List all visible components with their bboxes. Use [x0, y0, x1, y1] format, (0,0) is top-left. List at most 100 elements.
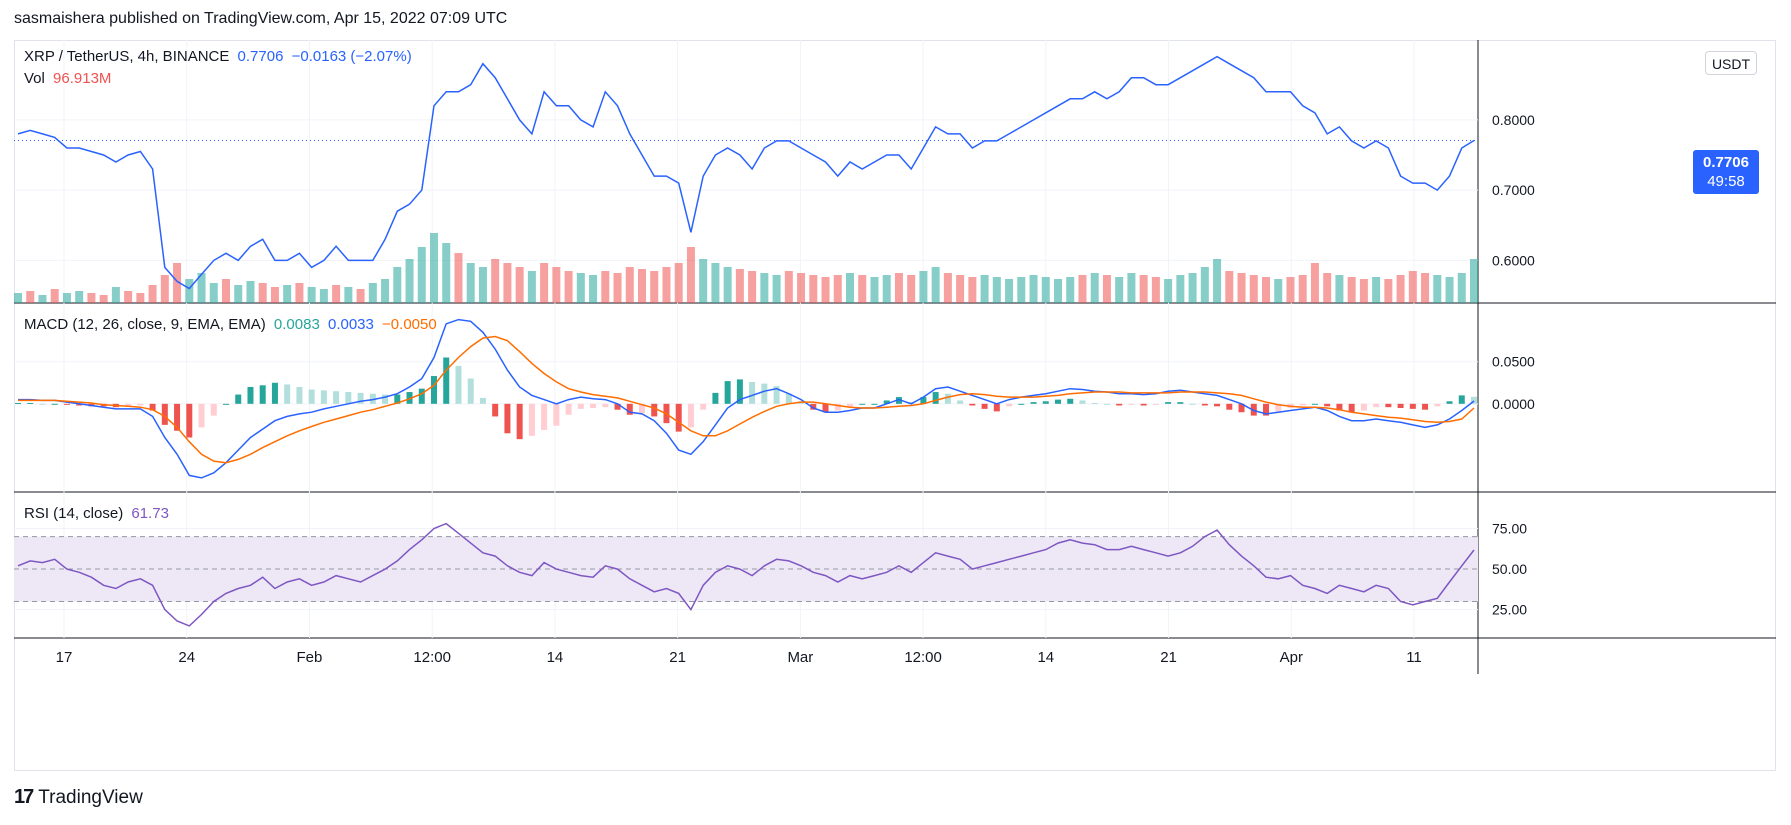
macd-histogram-bar	[210, 403, 217, 416]
macd-histogram-bar	[1079, 400, 1086, 404]
volume-bar	[882, 275, 891, 303]
volume-bar	[809, 275, 818, 303]
x-tick-label: 12:00	[413, 649, 451, 666]
macd-label[interactable]: MACD (12, 26, close, 9, EMA, EMA)	[24, 316, 266, 333]
volume-bar	[87, 293, 96, 303]
footer-brand[interactable]: 17 TradingView	[14, 786, 143, 809]
macd-histogram-bar	[479, 397, 486, 404]
tradingview-logo-icon: 17	[14, 786, 34, 808]
volume-bar	[430, 233, 438, 303]
macd-histogram-bar	[1360, 403, 1367, 411]
volume-bar	[454, 253, 463, 303]
volume-bar	[442, 243, 451, 303]
volume-bar	[26, 291, 35, 303]
macd-histogram-bar	[345, 392, 352, 404]
volume-bar	[699, 259, 708, 303]
macd-line	[18, 318, 1475, 479]
currency-badge[interactable]: USDT	[1705, 51, 1757, 75]
rsi-value: 61.73	[131, 505, 169, 522]
volume-bar	[503, 263, 512, 303]
volume-bar	[662, 267, 671, 303]
macd-histogram-bar	[944, 393, 951, 404]
volume-bar	[62, 293, 71, 303]
macd-histogram-bar	[1201, 403, 1208, 406]
x-tick-label: 11	[1406, 649, 1422, 666]
volume-bar	[1102, 275, 1111, 303]
symbol-label[interactable]: XRP / TetherUS, 4h, BINANCE	[24, 48, 230, 65]
volume-bar	[124, 291, 133, 303]
macd-histogram-bar	[27, 402, 34, 404]
macd-signal-value: −0.0050	[382, 316, 437, 333]
volume-bar	[1274, 279, 1283, 303]
publisher-line: sasmaishera published on TradingView.com…	[14, 10, 508, 27]
macd-histogram-bar	[1128, 403, 1135, 405]
volume-bar	[589, 275, 598, 303]
volume-bar	[234, 285, 243, 303]
macd-histogram-bar	[651, 403, 658, 417]
macd-histogram-bar	[761, 383, 768, 404]
price-series-line	[17, 55, 1475, 290]
volume-bar	[283, 285, 292, 303]
volume-bar	[1237, 273, 1246, 303]
volume-bar	[1421, 273, 1430, 303]
macd-histogram-bar	[271, 382, 278, 404]
volume-bar	[943, 273, 952, 303]
change-value: −0.0163 (−2.07%)	[291, 48, 412, 65]
volume-bar	[870, 277, 879, 303]
macd-histogram-bar	[369, 393, 376, 404]
volume-label[interactable]: Vol	[24, 70, 45, 87]
macd-histogram-bar	[773, 386, 780, 404]
volume-bar	[1005, 279, 1014, 303]
macd-histogram-bar	[883, 400, 890, 404]
macd-histogram-bar	[382, 394, 389, 404]
macd-histogram-bar	[675, 403, 682, 432]
volume-bar	[1286, 277, 1295, 303]
volume-bar	[772, 275, 781, 303]
volume-bar	[1139, 275, 1148, 303]
macd-histogram-bar	[1373, 403, 1380, 408]
macd-histogram-bar	[1263, 403, 1269, 416]
macd-histogram-bar	[1311, 403, 1318, 405]
macd-histogram-bar	[785, 393, 792, 404]
volume-bar	[1041, 277, 1050, 303]
macd-histogram-bar	[516, 403, 523, 440]
macd-histogram-bar	[1275, 403, 1282, 412]
macd-histogram-bar	[687, 403, 694, 428]
macd-histogram-bar	[1006, 403, 1013, 407]
volume-bar	[894, 273, 903, 303]
volume-bar	[1396, 275, 1405, 303]
macd-histogram-bar	[1067, 398, 1074, 404]
macd-histogram-bar	[76, 403, 83, 406]
volume-bar	[319, 289, 328, 303]
volume-bar	[1323, 273, 1332, 303]
macd-histogram-bar	[1103, 403, 1110, 405]
macd-histogram-bar	[149, 403, 156, 411]
macd-histogram-bar	[161, 403, 168, 425]
volume-bar	[1433, 275, 1442, 303]
macd-histogram-bar	[577, 403, 584, 409]
volume-bar	[1470, 259, 1478, 303]
macd-histogram-bar	[847, 403, 853, 408]
volume-bar	[686, 247, 695, 303]
macd-histogram-bar	[1226, 403, 1233, 410]
rsi-label[interactable]: RSI (14, close)	[24, 505, 124, 522]
volume-value: 96.913M	[53, 70, 112, 87]
volume-bar	[576, 273, 585, 303]
macd-histogram-bar	[406, 392, 413, 404]
macd-histogram-bar	[1422, 403, 1429, 410]
macd-histogram-bar	[1018, 403, 1025, 405]
y-tick-label: 0.0500	[1492, 354, 1535, 370]
chart-canvas[interactable]: 17 24 Feb 12:00 14 21 Mar 12:00 14 21 Apr 11 0.6000 0…	[14, 40, 1776, 771]
volume-bar	[307, 287, 316, 303]
volume-bar	[478, 267, 487, 303]
macd-histogram-bar	[443, 357, 450, 404]
volume-bar	[1151, 277, 1160, 303]
volume-bar	[846, 273, 854, 303]
volume-bar	[992, 277, 1001, 303]
volume-bar	[1372, 277, 1381, 303]
volume-bar	[1213, 259, 1222, 303]
macd-histogram-bar	[541, 403, 548, 430]
volume-bar	[1054, 279, 1062, 303]
volume-bar	[136, 293, 145, 303]
macd-histogram-bar	[749, 381, 756, 404]
